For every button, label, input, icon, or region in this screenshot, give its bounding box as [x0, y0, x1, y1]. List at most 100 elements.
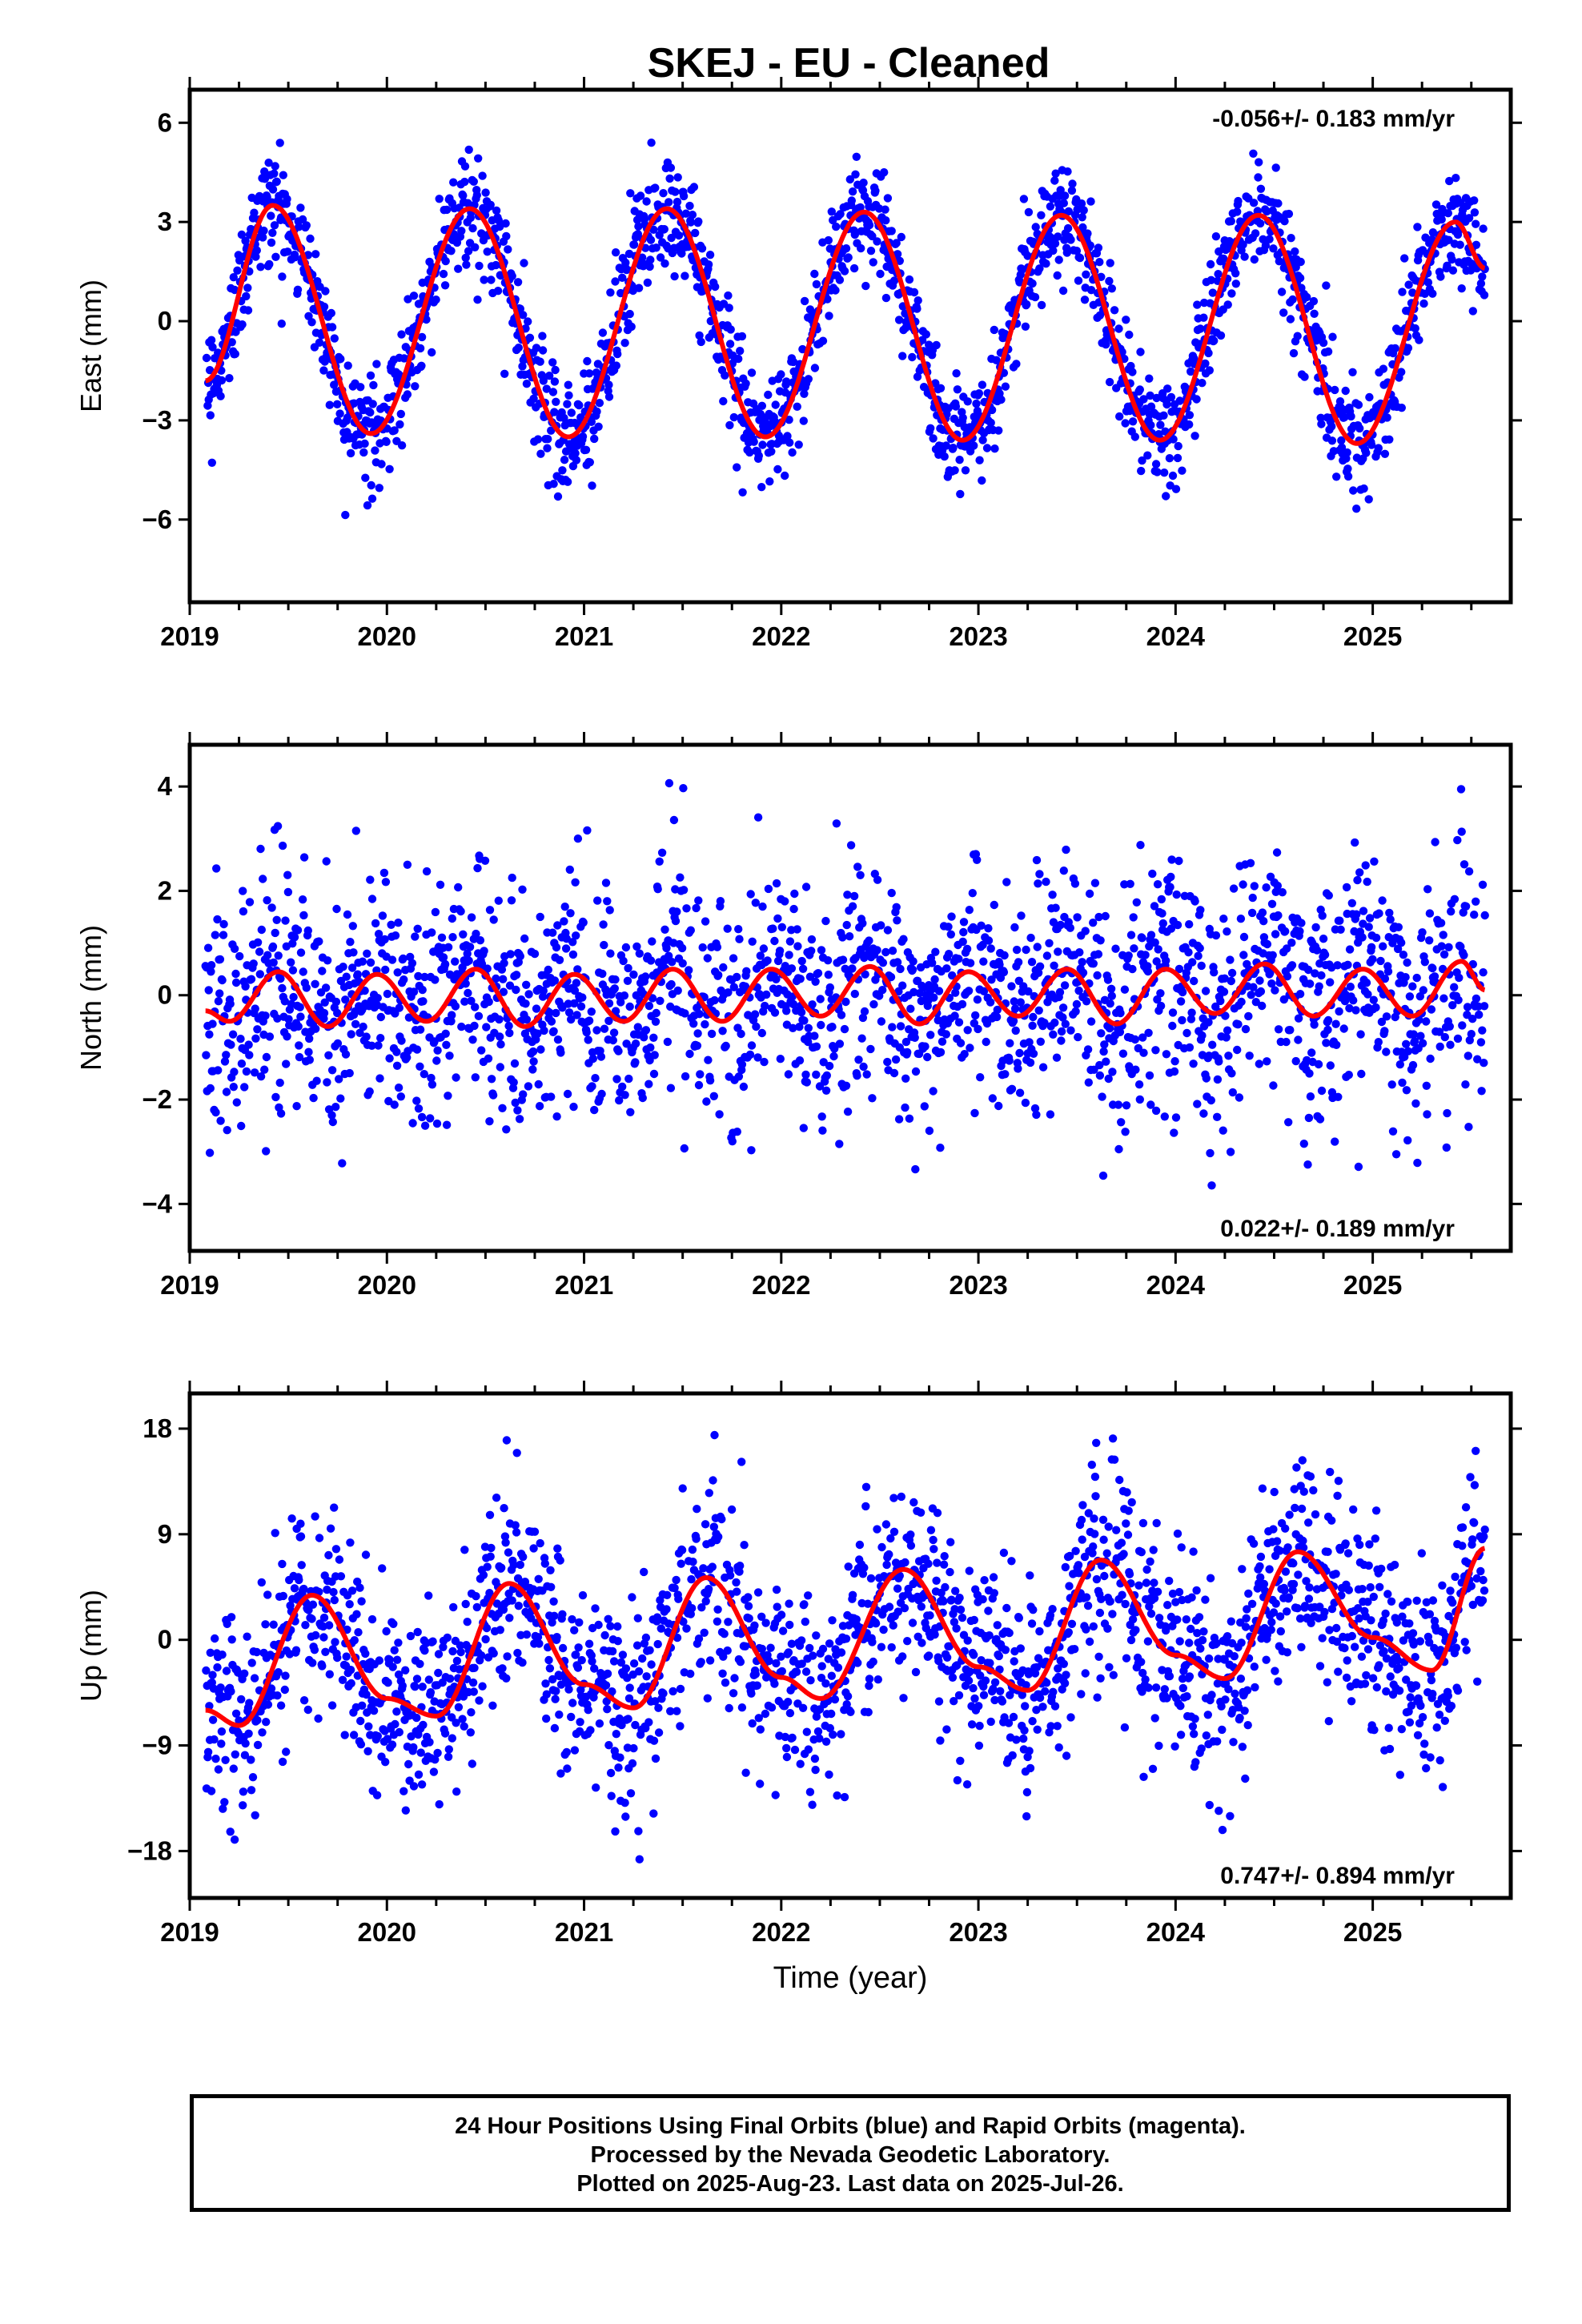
data-point	[1010, 997, 1018, 1006]
data-point	[473, 296, 482, 304]
data-point	[1371, 933, 1381, 943]
data-point	[1089, 959, 1098, 968]
data-point	[1319, 338, 1328, 348]
data-point	[1376, 956, 1385, 966]
data-point	[1287, 234, 1295, 243]
data-point	[978, 436, 987, 444]
data-point	[697, 244, 707, 253]
data-point	[889, 1068, 899, 1078]
data-point	[324, 1621, 334, 1630]
data-point	[1073, 205, 1082, 214]
data-point	[610, 984, 619, 993]
data-point	[259, 875, 267, 883]
data-point	[1405, 992, 1415, 1001]
data-point	[1094, 950, 1103, 959]
data-point	[563, 1089, 572, 1099]
data-point	[319, 1613, 329, 1622]
data-point	[689, 183, 699, 191]
data-point	[293, 285, 303, 294]
data-point	[1456, 199, 1465, 207]
data-point	[1204, 348, 1213, 358]
data-point	[688, 211, 697, 219]
data-point	[296, 1532, 306, 1541]
data-point	[576, 1718, 584, 1727]
data-point	[975, 456, 984, 464]
data-point	[835, 1039, 845, 1048]
data-point	[818, 336, 828, 345]
data-point	[1304, 1113, 1314, 1123]
data-point	[550, 408, 559, 416]
data-point	[522, 1630, 532, 1639]
data-point	[1348, 368, 1357, 376]
x-tick-label: 2019	[160, 1270, 219, 1300]
data-point	[549, 480, 558, 489]
data-point	[319, 1008, 329, 1018]
data-point	[782, 1007, 791, 1015]
data-point	[734, 925, 743, 934]
data-point	[299, 1584, 308, 1594]
data-point	[733, 972, 741, 982]
data-point	[765, 477, 774, 486]
data-point	[595, 399, 604, 408]
data-point	[341, 1050, 351, 1059]
data-point	[328, 1117, 337, 1127]
data-point	[988, 1094, 998, 1103]
data-point	[253, 1715, 262, 1725]
data-point	[965, 906, 974, 915]
data-point	[393, 968, 402, 977]
data-point	[1367, 943, 1376, 952]
data-point	[382, 437, 391, 446]
data-point	[1307, 1048, 1316, 1057]
data-point	[355, 1583, 364, 1592]
data-point	[395, 1727, 404, 1737]
data-point	[496, 1063, 504, 1072]
data-point	[1125, 330, 1134, 340]
data-point	[331, 1545, 341, 1554]
data-point	[1379, 364, 1388, 373]
data-point	[214, 1066, 223, 1075]
data-point	[257, 925, 266, 935]
data-point	[278, 983, 287, 993]
data-point	[911, 1067, 921, 1076]
data-point	[1027, 958, 1037, 967]
data-point	[901, 1074, 910, 1084]
data-point	[268, 942, 278, 951]
data-point	[1246, 858, 1255, 868]
data-point	[707, 1029, 717, 1039]
data-point	[433, 1046, 442, 1055]
data-point	[841, 1081, 851, 1091]
data-point	[1171, 485, 1181, 493]
data-point	[512, 1528, 521, 1537]
data-point	[333, 1008, 342, 1018]
data-point	[305, 1034, 314, 1043]
data-point	[208, 1019, 217, 1028]
data-point	[1215, 1057, 1223, 1066]
data-point	[1128, 368, 1137, 376]
data-point	[518, 1658, 527, 1667]
data-point	[600, 940, 608, 950]
data-point	[1162, 400, 1171, 409]
data-point	[1086, 197, 1095, 206]
data-point	[1169, 435, 1178, 444]
data-point	[1196, 906, 1205, 915]
data-point	[977, 921, 986, 931]
data-point	[400, 354, 408, 363]
data-point	[567, 1712, 576, 1722]
data-point	[382, 1626, 391, 1636]
data-point	[1107, 284, 1117, 293]
data-point	[1403, 1047, 1413, 1055]
data-point	[374, 930, 383, 939]
data-point	[771, 400, 780, 409]
data-point	[411, 1683, 420, 1691]
data-point	[287, 958, 295, 967]
data-point	[265, 1032, 275, 1041]
data-point	[1250, 882, 1259, 891]
data-point	[361, 1550, 371, 1559]
data-point	[592, 1026, 601, 1035]
data-point	[847, 196, 857, 205]
data-point	[409, 1743, 418, 1752]
data-point	[296, 1012, 305, 1021]
data-point	[1158, 919, 1168, 928]
data-point	[921, 1042, 930, 1051]
data-point	[570, 986, 580, 995]
